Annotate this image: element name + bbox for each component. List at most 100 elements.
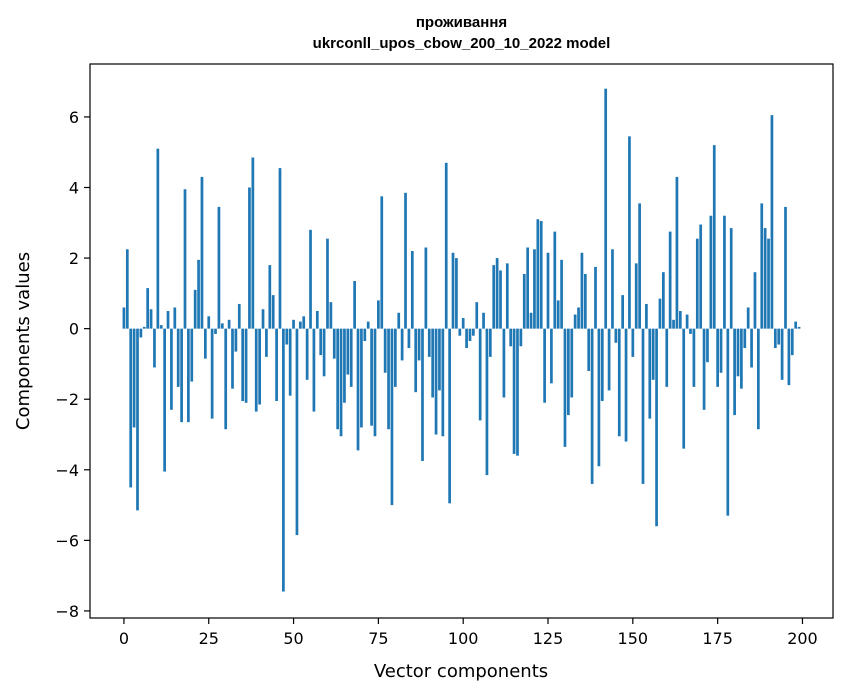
- bar-22: [197, 259, 200, 329]
- bar-40: [258, 328, 261, 405]
- bar-90: [427, 328, 431, 357]
- bar-99: [458, 328, 462, 336]
- bar-19: [187, 328, 190, 423]
- bar-96: [448, 328, 451, 504]
- bar-37: [248, 187, 251, 329]
- bar-92: [434, 328, 438, 435]
- bar-84: [407, 328, 411, 349]
- x-tick-label: 175: [702, 629, 733, 648]
- y-tick-label: −8: [55, 602, 79, 621]
- bar-157: [655, 328, 658, 527]
- bar-152: [638, 203, 641, 329]
- bar-12: [163, 328, 166, 472]
- bar-13: [166, 311, 170, 329]
- bar-146: [617, 328, 621, 437]
- bar-177: [723, 215, 726, 329]
- bar-109: [492, 265, 496, 329]
- bar-184: [746, 307, 750, 329]
- bar-190: [767, 238, 770, 329]
- bar-147: [621, 295, 625, 329]
- bar-98: [455, 258, 458, 329]
- bar-4: [136, 328, 139, 511]
- chart-title: проживання ukrconll_upos_cbow_200_10_202…: [90, 12, 833, 54]
- bar-149: [628, 136, 631, 329]
- x-tick-label: 100: [448, 629, 479, 648]
- bar-29: [220, 323, 224, 329]
- bar-170: [699, 224, 703, 329]
- bar-129: [560, 259, 563, 329]
- chart-title-line-2: ukrconll_upos_cbow_200_10_2022 model: [312, 35, 611, 52]
- bar-75: [377, 300, 380, 329]
- bar-44: [271, 295, 275, 329]
- bar-32: [231, 328, 234, 389]
- bar-87: [417, 328, 421, 361]
- bar-135: [580, 252, 584, 329]
- bar-79: [390, 328, 394, 506]
- bar-41: [261, 309, 265, 329]
- bar-124: [543, 328, 546, 403]
- bar-72: [366, 321, 370, 329]
- bar-74: [373, 328, 377, 437]
- bar-70: [360, 328, 363, 428]
- bars-group: [122, 88, 801, 592]
- bar-164: [678, 311, 682, 329]
- bar-6: [142, 326, 146, 329]
- bar-89: [424, 247, 428, 329]
- bar-42: [265, 328, 268, 357]
- bar-64: [339, 328, 343, 437]
- bar-68: [353, 281, 356, 329]
- y-axis-ticks: −8 −6 −4 −2 0 2 4 6: [55, 108, 90, 621]
- bar-95: [444, 162, 448, 329]
- bar-196: [787, 328, 791, 386]
- bar-54: [305, 328, 309, 380]
- bar-183: [743, 328, 747, 349]
- bar-108: [488, 328, 492, 357]
- bar-55: [309, 229, 312, 329]
- bar-115: [512, 328, 516, 454]
- bar-195: [784, 206, 787, 329]
- bar-94: [441, 328, 445, 437]
- bar-181: [736, 328, 740, 377]
- bar-175: [716, 328, 719, 387]
- bar-17: [180, 328, 183, 423]
- bar-133: [573, 314, 577, 329]
- bar-141: [600, 328, 604, 401]
- bar-192: [773, 328, 777, 349]
- bar-11: [159, 325, 163, 329]
- bar-178: [726, 328, 730, 516]
- bar-155: [648, 328, 652, 419]
- bar-57: [315, 311, 319, 329]
- bar-112: [502, 328, 506, 398]
- bar-131: [567, 328, 570, 416]
- bar-66: [346, 328, 350, 375]
- bar-3: [132, 328, 136, 428]
- bar-137: [587, 328, 591, 371]
- bar-136: [583, 273, 587, 329]
- bar-158: [658, 298, 662, 329]
- bar-91: [431, 328, 435, 398]
- bar-48: [285, 328, 289, 345]
- y-axis-label: Components values: [13, 252, 34, 430]
- bar-128: [556, 300, 560, 329]
- bar-160: [665, 328, 669, 387]
- bar-85: [410, 251, 414, 329]
- bar-83: [404, 192, 407, 329]
- bar-16: [176, 328, 180, 387]
- bar-39: [254, 328, 258, 412]
- bar-117: [519, 328, 523, 347]
- bar-119: [526, 247, 530, 329]
- bar-18: [183, 189, 187, 329]
- bar-153: [641, 328, 645, 484]
- bar-172: [706, 328, 709, 363]
- bar-26: [210, 328, 214, 419]
- bar-122: [536, 219, 540, 329]
- bar-116: [516, 328, 519, 456]
- bar-82: [400, 328, 404, 361]
- bar-173: [709, 215, 713, 329]
- bar-193: [777, 328, 781, 345]
- bar-24: [203, 328, 207, 359]
- bar-100: [461, 318, 465, 329]
- bar-127: [553, 231, 557, 329]
- y-tick-label: 2: [69, 249, 79, 268]
- bar-23: [200, 176, 204, 329]
